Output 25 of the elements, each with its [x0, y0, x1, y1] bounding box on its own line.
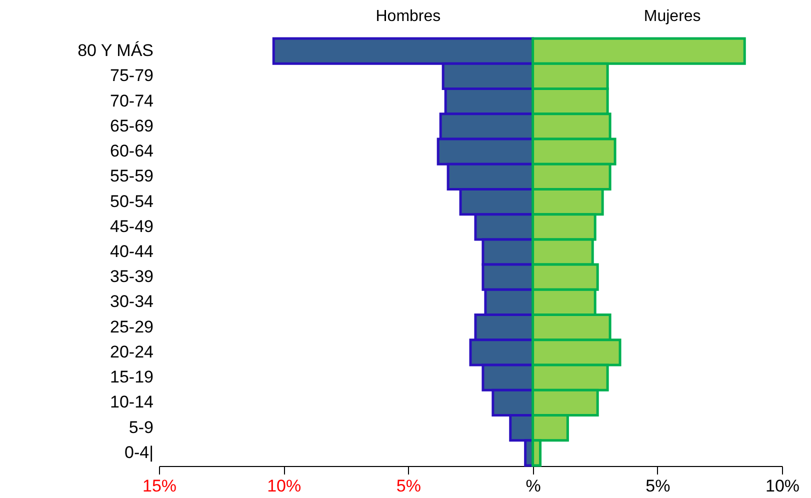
y-tick-label: 20-24	[110, 342, 154, 362]
y-tick-label: 65-69	[110, 116, 154, 136]
y-tick-label: 30-34	[110, 292, 154, 312]
y-tick-label: 15-19	[110, 368, 154, 387]
y-tick-label: 50-54	[110, 192, 154, 211]
y-tick-label: 55-59	[110, 166, 154, 186]
y-tick-label: 60-64	[110, 142, 154, 161]
x-tick-label: 10%	[267, 476, 302, 496]
x-tick-label: 5%	[646, 476, 670, 496]
y-tick-label: 5-9	[128, 418, 154, 437]
y-tick-label: 10-14	[110, 392, 154, 412]
series-label: Hombres	[376, 8, 441, 25]
x-tick-label: 15%	[142, 476, 177, 496]
y-tick-label: 40-44	[110, 242, 154, 261]
y-tick-label: 80 Y MÁS	[78, 41, 154, 60]
y-tick-label: 70-74	[110, 91, 154, 110]
y-tick-label: 35-39	[110, 267, 154, 286]
x-tick-label: 10%	[765, 476, 800, 496]
x-tick-label: 5%	[396, 476, 421, 496]
x-tick-label: %	[526, 476, 541, 496]
y-tick-label: 45-49	[110, 216, 154, 236]
y-tick-label: 0-4|	[124, 442, 154, 462]
y-tick-label: 75-79	[110, 66, 154, 86]
y-tick-label: 25-29	[110, 317, 154, 336]
series-label: Mujeres	[644, 8, 701, 25]
